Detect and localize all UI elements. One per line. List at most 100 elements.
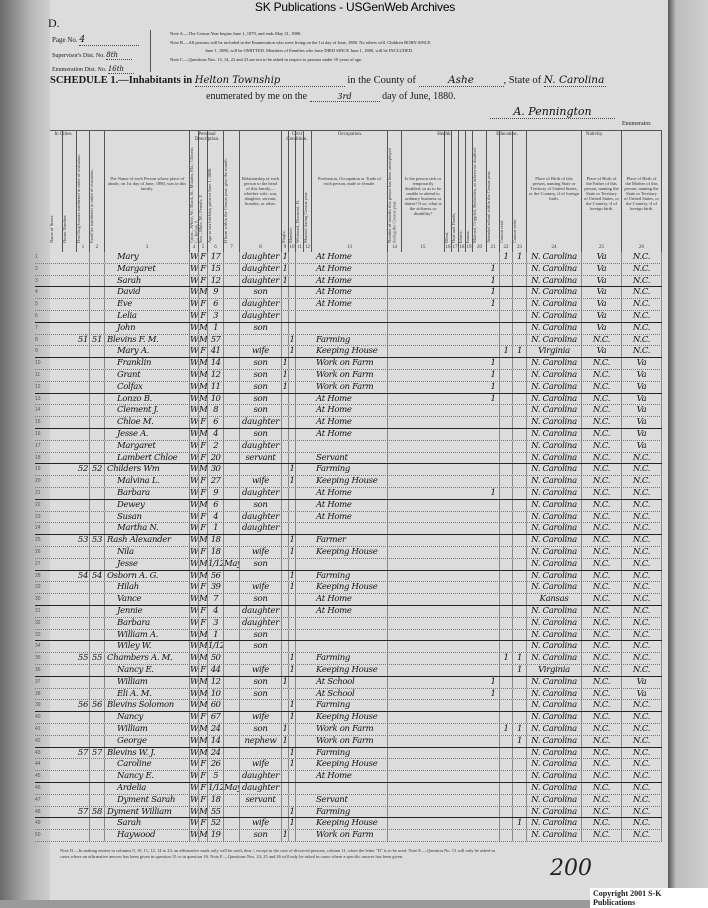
single-mark [282,794,289,806]
table-row: 7 John W M 1 son N. Carolina Va N.C. [35,322,662,335]
father-birthplace: N.C. [582,464,622,476]
column-number: 5 [201,245,205,250]
birth-month [224,594,240,605]
birth-month [224,358,240,369]
name: George [105,735,190,747]
cannot-write-mark: 1 [513,653,527,664]
cannot-write-mark [513,547,527,558]
single-mark [282,582,289,594]
mother-birthplace: N.C. [622,783,662,794]
line-number: 28 [35,572,41,579]
birthplace: N. Carolina [527,299,582,310]
occupation: Work on Farm [312,358,388,369]
age: 3 [208,311,224,322]
column-header-21: Attended school within the Census year. 2… [487,130,500,252]
color: W [190,641,199,653]
father-birthplace: N.C. [582,688,622,700]
column-header-text: Profession, Occupation or Trade of each … [317,176,382,186]
name: Rash Alexander [105,535,190,546]
supervisor-district-field: Supervisor's Dist. No. 8th [52,51,133,60]
line-number: 4 [35,289,38,296]
dwelling-number [77,735,90,747]
mother-birthplace: N.C. [622,275,662,287]
name: Nancy E. [105,771,190,782]
family-number [90,735,105,747]
line-number: 44 [35,761,41,768]
age: 67 [208,712,224,723]
birthplace: N. Carolina [527,830,582,841]
occupation: Keeping House [312,582,388,594]
supervisor-label: Supervisor's Dist. No. [52,53,105,59]
birth-month [224,381,240,393]
occupation: At Home [312,417,388,428]
cannot-read-mark [500,794,513,806]
color: W [190,771,199,782]
family-number [90,558,105,570]
birth-month [224,700,240,712]
mother-birthplace: N.C. [622,724,662,735]
line-number: 8 [35,336,38,343]
month-year-label: day of June, 1880. [382,91,456,102]
relationship: daughter [240,417,282,428]
birthplace: N. Carolina [527,688,582,700]
occupation: At Home [312,499,388,511]
cannot-read-mark [500,511,513,523]
cannot-read-mark [500,771,513,782]
birthplace: N. Carolina [527,393,582,405]
line-number: 13 [35,395,41,402]
birth-month [224,547,240,558]
column-header-text: Color—White, W.; Black, B.; Mulatto, Mu.… [190,146,198,243]
line-number: 39 [35,702,41,709]
attended-school-mark [487,794,500,806]
married-mark: 1 [289,653,296,664]
adjacent-page-edge [668,0,708,900]
occupation: Keeping House [312,346,388,358]
attended-school-mark: 1 [487,358,500,369]
married-mark [289,606,296,617]
relationship: daughter [240,440,282,452]
column-header-12: Married during Census year. 12 [304,130,312,252]
birth-month [224,275,240,287]
dwelling-number: 54 [77,570,90,582]
age: 6 [208,417,224,428]
mother-birthplace: N.C. [622,617,662,629]
column-header-23: Cannot write. 23 [513,130,527,252]
line-number: 50 [35,832,41,839]
single-mark: 1 [282,252,289,263]
sex: M [199,287,208,299]
birth-month [224,287,240,299]
attended-school-mark [487,700,500,712]
cannot-write-mark [513,370,527,381]
family-number [90,511,105,523]
birth-month [224,665,240,676]
mother-birthplace: N.C. [622,322,662,334]
color: W [190,358,199,369]
cannot-write-mark [513,322,527,334]
name: Lelia [105,311,190,322]
color: W [190,381,199,393]
column-header-18: Idiotic, 18 [459,130,466,252]
column-header-text: If born within the Census year, give the… [224,158,228,243]
father-birthplace: Va [582,252,622,263]
single-mark [282,617,289,629]
name: Lonzo B. [105,393,190,405]
dwelling-number [77,252,90,263]
dwelling-number: 56 [77,700,90,712]
age: 7 [208,594,224,605]
cannot-write-mark [513,393,527,405]
family-number [90,712,105,723]
dwelling-number [77,299,90,310]
birth-month [224,299,240,310]
group-header-health: Health. [437,132,452,137]
attended-school-mark [487,783,500,794]
color: W [190,511,199,523]
column-header-1: House Number. [63,130,77,252]
name: Wiley W. [105,641,190,653]
father-birthplace: N.C. [582,735,622,747]
father-birthplace: Va [582,346,622,358]
occupation: At Home [312,275,388,287]
birthplace: N. Carolina [527,653,582,664]
birthplace: N. Carolina [527,806,582,818]
birthplace: N. Carolina [527,464,582,476]
line-number: 49 [35,820,41,827]
